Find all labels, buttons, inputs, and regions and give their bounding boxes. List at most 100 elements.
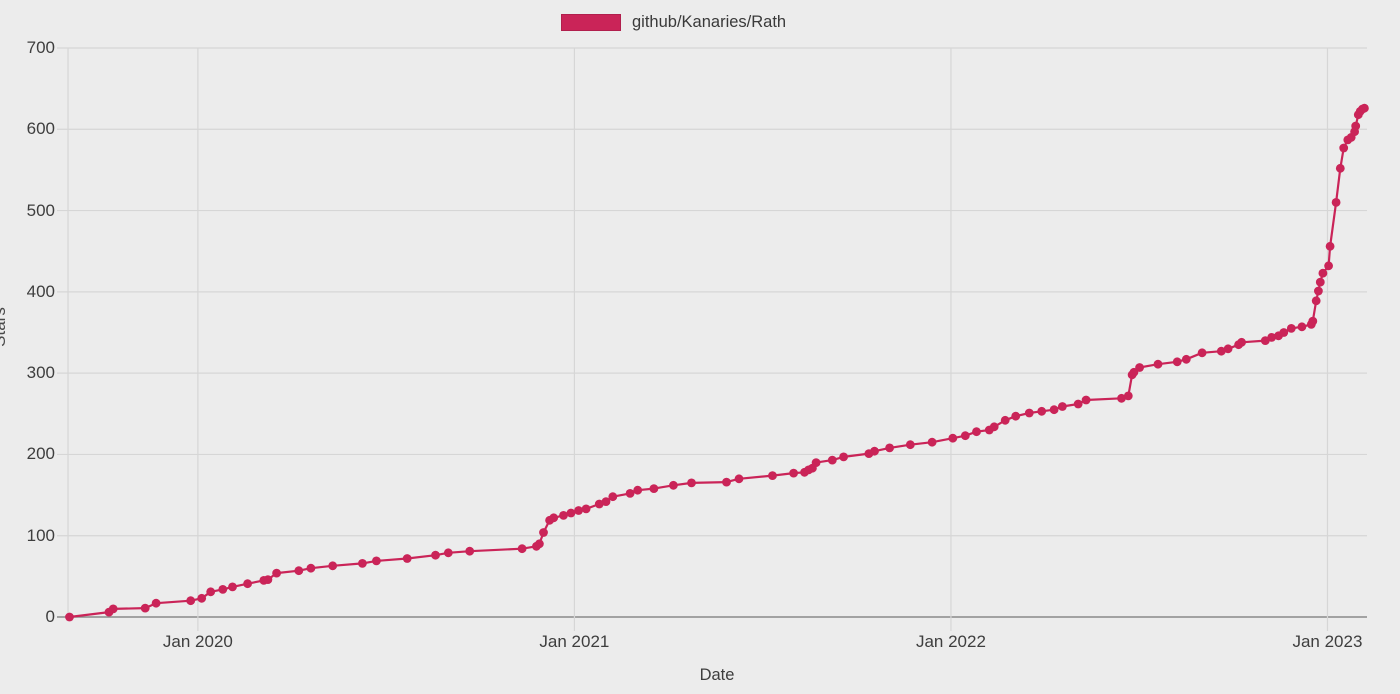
data-point-marker xyxy=(633,485,643,495)
y-tick-label: 400 xyxy=(26,281,55,301)
data-point-marker xyxy=(140,603,150,613)
data-point-marker xyxy=(870,446,879,456)
y-tick-label: 500 xyxy=(26,200,55,220)
data-point-marker xyxy=(535,539,544,549)
data-point-marker xyxy=(768,471,777,480)
data-point-marker xyxy=(948,433,958,443)
data-point-marker xyxy=(1049,405,1059,415)
data-point-marker xyxy=(1135,363,1144,372)
y-tick-label: 100 xyxy=(26,525,55,545)
data-point-marker xyxy=(566,508,576,518)
data-point-marker xyxy=(1081,395,1091,405)
data-point-marker xyxy=(197,593,207,603)
y-axis-title: Stars xyxy=(0,307,9,347)
data-point-marker xyxy=(839,452,848,462)
data-point-marker xyxy=(1308,316,1318,326)
data-point-marker xyxy=(1181,354,1191,364)
data-point-marker xyxy=(539,528,548,537)
data-point-marker xyxy=(1058,402,1067,411)
x-tick-label: Jan 2022 xyxy=(915,632,986,651)
data-point-marker xyxy=(517,544,527,554)
data-point-marker xyxy=(206,587,216,597)
data-point-marker xyxy=(601,497,611,506)
data-point-marker xyxy=(431,550,440,560)
data-point-marker xyxy=(1037,406,1047,416)
data-point-marker xyxy=(228,582,237,592)
legend[interactable]: github/Kanaries/Rath xyxy=(561,13,786,32)
data-point-marker xyxy=(1000,415,1010,425)
data-point-marker xyxy=(574,506,583,515)
data-point-marker xyxy=(905,440,915,450)
data-point-marker xyxy=(1024,408,1034,418)
data-point-marker xyxy=(1172,357,1182,367)
data-point-marker xyxy=(608,492,618,502)
data-point-marker xyxy=(328,561,338,571)
data-point-marker xyxy=(722,477,731,487)
data-point-marker xyxy=(443,548,453,558)
data-point-marker xyxy=(649,484,659,493)
data-point-marker xyxy=(625,489,635,498)
x-axis-title: Date xyxy=(699,666,735,684)
data-point-marker xyxy=(581,504,591,514)
data-point-marker xyxy=(358,559,367,568)
data-point-marker xyxy=(1117,393,1126,403)
data-point-marker xyxy=(294,566,304,576)
data-point-marker xyxy=(811,458,821,467)
data-point-marker xyxy=(402,554,412,563)
series-line xyxy=(69,107,1365,619)
x-tick-label: Jan 2020 xyxy=(162,632,233,651)
data-point-marker xyxy=(218,585,228,594)
data-point-marker xyxy=(1318,268,1328,278)
legend-swatch-icon xyxy=(561,14,621,31)
data-point-marker xyxy=(1237,337,1246,347)
data-point-marker xyxy=(263,575,273,584)
data-point-marker xyxy=(465,546,475,556)
data-point-marker xyxy=(1297,322,1307,332)
data-point-marker xyxy=(1223,344,1233,354)
data-point-marker xyxy=(1153,359,1163,369)
data-point-marker xyxy=(1073,399,1083,409)
data-point-marker xyxy=(1286,324,1296,333)
data-point-marker xyxy=(885,443,894,453)
y-tick-label: 300 xyxy=(26,363,55,383)
data-point-marker xyxy=(1331,198,1341,207)
data-point-marker xyxy=(927,437,937,447)
data-point-marker xyxy=(65,612,74,622)
data-point-marker xyxy=(306,563,316,573)
data-point-marker xyxy=(243,579,253,589)
y-tick-label: 0 xyxy=(45,607,55,626)
data-point-marker xyxy=(372,556,381,566)
data-point-marker xyxy=(1324,261,1333,271)
y-tick-label: 700 xyxy=(26,38,55,57)
data-point-marker xyxy=(272,568,281,578)
data-point-marker xyxy=(789,468,798,478)
data-point-marker xyxy=(186,596,196,606)
data-point-marker xyxy=(960,431,970,441)
x-tick-label: Jan 2023 xyxy=(1292,632,1363,651)
data-point-marker xyxy=(1311,296,1321,306)
legend-label: github/Kanaries/Rath xyxy=(632,13,787,31)
data-point-marker xyxy=(151,598,161,608)
y-tick-label: 200 xyxy=(26,444,55,464)
data-point-marker xyxy=(1335,163,1345,173)
data-point-marker xyxy=(1339,143,1349,153)
data-point-marker xyxy=(669,480,678,490)
data-point-marker xyxy=(972,427,981,437)
data-point-marker xyxy=(1197,348,1207,358)
data-point-marker xyxy=(1314,286,1323,296)
data-point-marker xyxy=(1360,103,1369,113)
y-tick-label: 600 xyxy=(26,119,55,139)
data-point-marker xyxy=(1315,277,1325,287)
data-point-marker xyxy=(549,513,559,523)
data-point-marker xyxy=(1123,391,1133,401)
data-point-marker xyxy=(1279,328,1289,337)
data-point-marker xyxy=(108,604,118,614)
data-point-marker xyxy=(559,511,568,520)
data-point-marker xyxy=(734,474,744,484)
data-point-marker xyxy=(687,478,696,488)
data-point-marker xyxy=(1216,346,1226,356)
x-tick-label: Jan 2021 xyxy=(539,632,610,651)
data-point-marker xyxy=(1351,121,1361,131)
